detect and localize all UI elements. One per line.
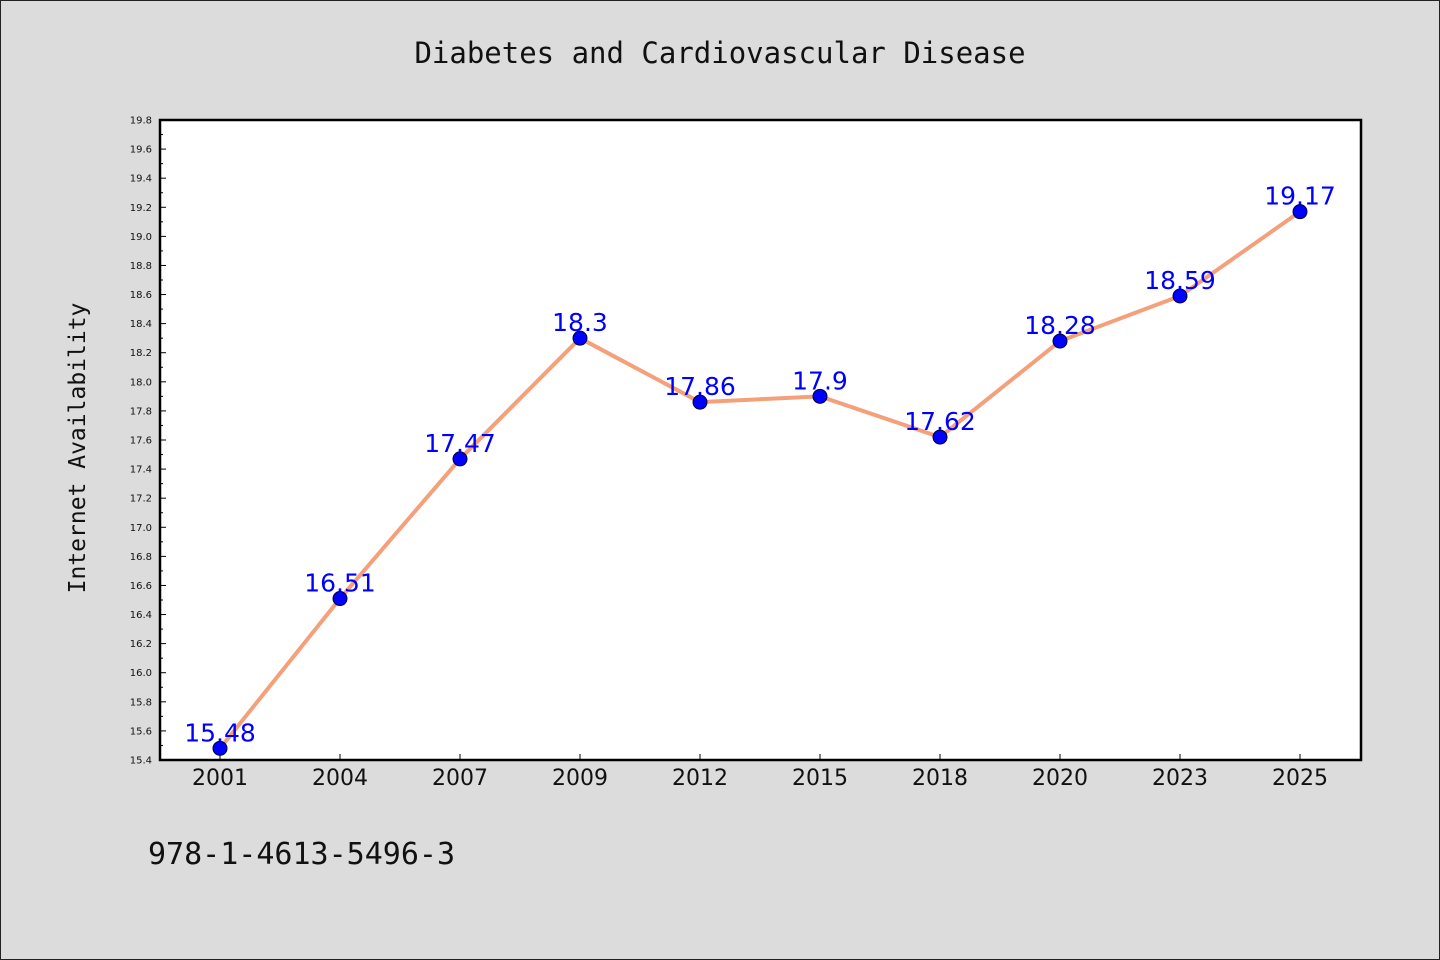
y-tick-label: 19.8 <box>130 116 152 127</box>
y-tick-label: 15.4 <box>130 756 152 767</box>
data-point-marker <box>1052 333 1068 349</box>
x-tick-label: 2015 <box>792 766 848 791</box>
y-tick-label: 19.6 <box>130 145 152 156</box>
y-tick-label: 17.0 <box>130 523 152 534</box>
data-label: 16.51 <box>304 569 376 598</box>
y-tick-label: 15.6 <box>130 726 152 737</box>
x-tick-label: 2020 <box>1032 766 1088 791</box>
x-tick-label: 2023 <box>1152 766 1208 791</box>
series-line <box>218 210 1302 750</box>
y-tick-label: 16.4 <box>130 610 152 621</box>
y-tick-label: 18.4 <box>130 319 152 330</box>
y-tick-label: 17.6 <box>130 436 152 447</box>
data-point-marker <box>812 388 828 404</box>
data-point-marker <box>932 429 948 445</box>
y-tick-label: 16.0 <box>130 668 152 679</box>
plot-area <box>158 118 1363 762</box>
y-tick-label: 18.6 <box>130 290 152 301</box>
y-tick-label: 19.2 <box>130 203 152 214</box>
data-label: 18.59 <box>1144 266 1216 295</box>
data-labels-group: 15.48 16.51 17.47 18.3 17.86 17.9 17.62 18.28 18… <box>184 182 1336 748</box>
x-tick-label: 2009 <box>552 766 608 791</box>
y-tick-label: 17.2 <box>130 494 152 505</box>
x-tick-label: 2004 <box>312 766 368 791</box>
data-point-marker <box>452 451 468 467</box>
data-label: 17.47 <box>424 429 496 458</box>
y-tick-label: 15.8 <box>130 697 152 708</box>
data-label: 17.86 <box>664 372 736 401</box>
data-label: 17.62 <box>904 407 976 436</box>
y-tick-label: 16.6 <box>130 581 152 592</box>
data-label: 15.48 <box>184 718 256 747</box>
chart-title: Diabetes and Cardiovascular Disease <box>414 36 1025 70</box>
y-tick-label: 18.2 <box>130 348 152 359</box>
y-tick-label: 18.0 <box>130 377 152 388</box>
data-point-marker <box>332 591 348 607</box>
data-label: 17.9 <box>792 366 848 395</box>
y-tick-label: 18.8 <box>130 261 152 272</box>
y-tick-label: 16.2 <box>130 639 152 650</box>
y-tick-label: 17.8 <box>130 406 152 417</box>
data-point-marker <box>1172 288 1188 304</box>
y-axis: 15.4 15.6 15.8 16.0 16.2 16.4 16.6 16.8 17.0 17.2… <box>130 116 166 767</box>
data-point-marker <box>692 394 708 410</box>
data-point-marker <box>1292 204 1308 220</box>
data-label: 18.28 <box>1024 311 1096 340</box>
series-line-group <box>212 204 1308 756</box>
data-label: 19.17 <box>1264 182 1336 211</box>
x-tick-label: 2012 <box>672 766 728 791</box>
x-axis: 2001 2004 2007 2009 2012 2015 2018 2020 2023 2025 <box>192 754 1328 791</box>
data-point-marker <box>572 330 588 346</box>
x-tick-label: 2025 <box>1272 766 1328 791</box>
x-tick-label: 2007 <box>432 766 488 791</box>
y-tick-label: 19.4 <box>130 174 152 185</box>
footer-isbn: 978-1-4613-5496-3 <box>148 837 455 872</box>
y-tick-label: 19.0 <box>130 232 152 243</box>
y-axis-label: Internet Availability <box>65 303 91 594</box>
data-label: 18.3 <box>552 308 608 337</box>
data-point-marker <box>212 740 228 756</box>
y-tick-label: 16.8 <box>130 552 152 563</box>
y-tick-label: 17.4 <box>130 465 152 476</box>
x-tick-label: 2001 <box>192 766 248 791</box>
x-tick-label: 2018 <box>912 766 968 791</box>
